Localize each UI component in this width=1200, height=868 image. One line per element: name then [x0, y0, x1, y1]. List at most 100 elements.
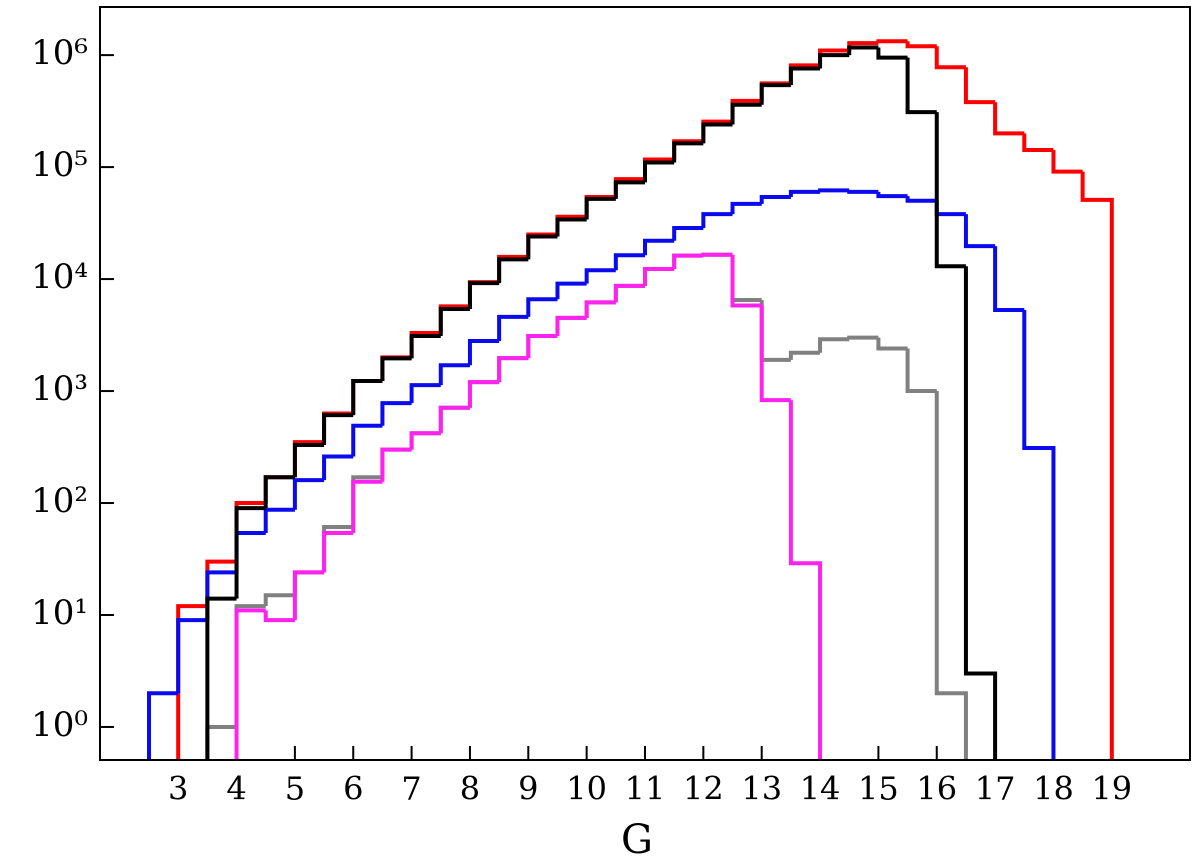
x-tick-label: 19 — [1091, 770, 1132, 808]
y-tick-label: 10¹ — [31, 593, 88, 633]
histogram-bin — [263, 507, 295, 533]
histogram-bin — [438, 307, 470, 337]
histogram-bin — [351, 479, 383, 533]
y-tick-label: 10⁰ — [31, 705, 88, 745]
histogram-bin — [993, 246, 1025, 312]
histogram-bin — [613, 180, 645, 199]
histogram-bin — [818, 188, 850, 193]
histogram-bin — [292, 478, 325, 510]
histogram-bin — [409, 431, 441, 450]
x-tick-label: 12 — [683, 770, 724, 808]
histogram-bin — [438, 363, 470, 386]
histogram-bin — [205, 570, 237, 621]
histogram-bin — [205, 596, 237, 760]
histogram-bin — [292, 440, 325, 478]
histogram-bin — [380, 355, 412, 381]
histogram-bin — [467, 338, 500, 366]
histogram-bin — [497, 314, 529, 341]
histogram-bin — [672, 253, 704, 270]
histogram-bin — [788, 400, 823, 760]
histogram-bin — [380, 447, 412, 482]
histogram-bin — [905, 57, 937, 115]
histogram-bin — [234, 506, 266, 599]
x-tick-label: 4 — [226, 770, 246, 808]
histogram-bin — [643, 160, 675, 183]
y-tick-label: 10⁶ — [31, 33, 88, 73]
histogram-bin — [176, 604, 208, 760]
histogram-bin — [263, 475, 295, 504]
histogram-bin — [963, 214, 996, 249]
histogram-bin — [234, 608, 266, 760]
histogram-bin — [497, 356, 529, 383]
histogram-bin — [759, 195, 791, 204]
histogram-bin — [205, 724, 237, 760]
histogram-bin — [467, 280, 500, 307]
histogram-bin — [467, 380, 500, 408]
histogram-bin — [759, 300, 791, 362]
histogram-bin — [351, 378, 383, 414]
histogram-bin — [905, 348, 937, 394]
histogram-bin — [292, 570, 325, 621]
histogram-bin — [701, 122, 733, 144]
x-tick-label: 14 — [800, 770, 841, 808]
histogram-bin — [818, 337, 850, 353]
histogram-bin — [409, 334, 441, 359]
x-tick-label: 5 — [285, 770, 305, 808]
x-tick-label: 8 — [460, 770, 480, 808]
x-tick-label: 11 — [625, 770, 666, 808]
histogram-bin — [847, 189, 879, 194]
histogram-bin — [322, 413, 354, 445]
histogram-bin — [322, 530, 354, 573]
histogram-bin — [643, 238, 675, 256]
histogram-bin — [380, 356, 412, 381]
histogram-bin — [555, 315, 587, 337]
y-tick-label: 10⁵ — [31, 145, 88, 185]
histogram-bin — [876, 337, 908, 351]
histogram-bin — [934, 46, 966, 70]
histogram-bin — [292, 570, 325, 596]
histogram-bin — [555, 217, 587, 237]
histogram-bin — [351, 475, 383, 528]
histogram-bin — [497, 257, 529, 284]
histogram-bin — [322, 411, 354, 443]
histogram-bin — [818, 53, 850, 69]
histogram-bin — [555, 281, 587, 300]
histogram-bin — [1022, 309, 1056, 760]
histogram-bin — [1022, 133, 1054, 153]
histogram-bin — [351, 378, 383, 416]
histogram-bin — [234, 604, 266, 727]
x-tick-label: 3 — [168, 770, 188, 808]
histogram-bin — [730, 254, 762, 303]
histogram-bin — [292, 442, 325, 478]
histogram-bin — [351, 423, 383, 457]
histogram-bin — [380, 447, 412, 478]
x-tick-label: 7 — [401, 770, 421, 808]
histogram-bin — [613, 283, 645, 303]
histogram-bin — [730, 102, 762, 125]
histogram-bin — [526, 234, 558, 260]
histogram-bin — [759, 83, 791, 105]
histogram-bin — [497, 356, 529, 383]
histogram-bin — [672, 225, 704, 241]
histogram-bin — [584, 300, 616, 318]
histogram-bin — [467, 281, 500, 310]
x-tick-label: 15 — [858, 770, 899, 808]
histogram-bin — [993, 102, 1025, 136]
histogram-bin — [730, 254, 762, 308]
histogram-bin — [934, 391, 968, 760]
histogram-bin — [584, 300, 616, 318]
histogram-bin — [847, 45, 879, 56]
histogram-bin — [759, 305, 791, 403]
x-tick-label: 16 — [916, 770, 957, 808]
histogram-bin — [526, 297, 558, 317]
histogram-bin — [788, 66, 821, 86]
histogram-bin — [147, 691, 179, 760]
histogram-bin — [263, 475, 295, 509]
histogram-bin — [788, 189, 821, 198]
y-tick-label: 10⁴ — [31, 257, 88, 297]
histogram-bin — [963, 266, 998, 760]
histogram-bin — [818, 48, 850, 66]
histogram-bin — [934, 200, 966, 217]
histogram-bin — [438, 405, 470, 434]
